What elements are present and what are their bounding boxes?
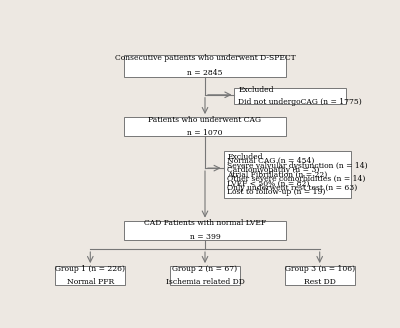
Text: Lost to follow-up (n = 19): Lost to follow-up (n = 19) [227, 188, 326, 196]
Text: CAD Patients with normal LVEF: CAD Patients with normal LVEF [144, 219, 266, 227]
Text: Group 1 (n = 226): Group 1 (n = 226) [55, 265, 125, 273]
Text: Ischemia related DD: Ischemia related DD [166, 278, 244, 286]
Text: Other severe comorbidities (n = 14): Other severe comorbidities (n = 14) [227, 175, 366, 183]
Text: Only underwent rest test (n = 63): Only underwent rest test (n = 63) [227, 184, 358, 192]
Text: Group 2 (n = 67): Group 2 (n = 67) [172, 265, 238, 273]
Text: Normal PFR: Normal PFR [67, 278, 114, 286]
Text: Severe valvular dysfunction (n = 14): Severe valvular dysfunction (n = 14) [227, 162, 368, 170]
Text: Patients who underwent CAG: Patients who underwent CAG [148, 116, 262, 124]
FancyBboxPatch shape [224, 151, 351, 198]
FancyBboxPatch shape [56, 266, 125, 285]
Text: Consecutive patients who underwent D-SPECT: Consecutive patients who underwent D-SPE… [115, 54, 295, 62]
FancyBboxPatch shape [170, 266, 240, 285]
Text: n = 2845: n = 2845 [187, 70, 223, 77]
FancyBboxPatch shape [124, 220, 286, 239]
Text: Normal CAG (n = 454): Normal CAG (n = 454) [227, 157, 315, 165]
Text: Rest DD: Rest DD [304, 278, 336, 286]
FancyBboxPatch shape [124, 117, 286, 136]
Text: Atrial Fibrillation (n = 22): Atrial Fibrillation (n = 22) [227, 171, 328, 178]
Text: n = 399: n = 399 [190, 233, 220, 241]
FancyBboxPatch shape [285, 266, 354, 285]
Text: LVEF < 50% (n = 82): LVEF < 50% (n = 82) [227, 179, 310, 187]
FancyBboxPatch shape [124, 55, 286, 77]
Text: Group 3 (n = 106): Group 3 (n = 106) [285, 265, 355, 273]
Text: Excluded: Excluded [227, 153, 263, 161]
FancyBboxPatch shape [234, 88, 346, 104]
Text: Cardiomyopathy (n = 3): Cardiomyopathy (n = 3) [227, 166, 320, 174]
Text: Did not undergoCAG (n = 1775): Did not undergoCAG (n = 1775) [238, 98, 362, 106]
Text: n = 1070: n = 1070 [187, 129, 223, 137]
Text: Excluded: Excluded [238, 86, 274, 94]
